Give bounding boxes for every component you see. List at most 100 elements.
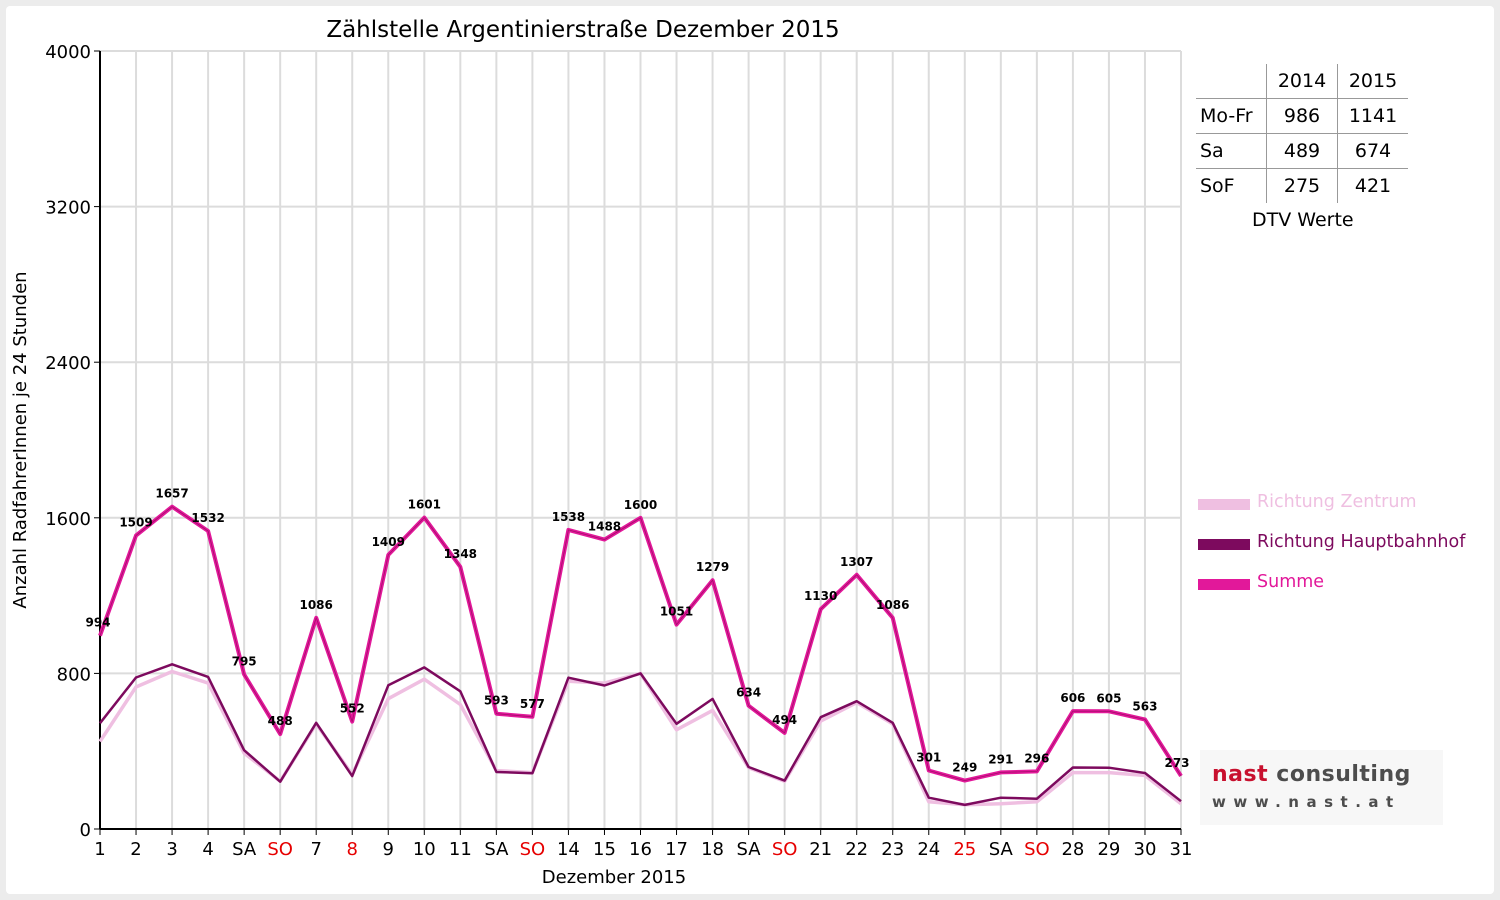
dtv-row-label: Sa (1196, 133, 1267, 169)
x-tick-label: 2 (130, 839, 141, 860)
dtv-row-sof: SoF 275 421 (1196, 168, 1408, 203)
x-axis: 1 2 3 4 SA SO 7 8 9 10 11 SA SO 14 15 16 17 18 SA SO 21 22 23 2… (94, 828, 1193, 860)
x-tick-label: SA (484, 839, 509, 860)
dtv-row-label: SoF (1196, 168, 1267, 203)
series-line-richtung-hauptbahnhof (99, 663, 1182, 807)
data-label: 1538 (552, 510, 585, 524)
data-label: 1086 (876, 598, 909, 612)
company-logo: nast consulting www.nast.at (1200, 750, 1443, 825)
x-tick-label: 24 (917, 839, 940, 860)
x-tick-label: 22 (845, 839, 868, 860)
data-label: 1130 (804, 589, 837, 603)
x-tick-label: 28 (1061, 839, 1084, 860)
data-label: 488 (268, 714, 293, 728)
logo-part2: consulting (1276, 762, 1411, 787)
dtv-cell: 275 (1266, 168, 1338, 203)
y-tick-label: 1600 (45, 509, 91, 530)
data-label: 1279 (696, 560, 729, 574)
series-line-summe-core (99, 506, 1182, 781)
x-tick-label: 16 (629, 839, 652, 860)
dtv-table: 2014 2015 Mo-Fr 986 1141 Sa 489 674 SoF … (1196, 64, 1408, 203)
data-label: 1086 (299, 598, 332, 612)
logo-wordmark: nast consulting (1212, 762, 1411, 787)
dtv-row-mofr: Mo-Fr 986 1141 (1196, 98, 1408, 134)
x-tick-label: SA (737, 839, 762, 860)
data-label: 296 (1024, 751, 1049, 765)
dtv-caption: DTV Werte (1252, 209, 1354, 231)
dtv-cell: 489 (1266, 133, 1338, 169)
x-tick-label: 8 (347, 839, 358, 860)
legend-swatch-hauptbahnhof (1198, 539, 1250, 550)
y-axis-label: Anzahl RadfahrerInnen je 24 Stunden (10, 271, 31, 608)
dtv-cell: 421 (1354, 175, 1392, 197)
data-label: 1601 (408, 498, 441, 512)
x-tick-label: 9 (383, 839, 394, 860)
y-tick-label: 0 (80, 820, 91, 841)
x-tick-label: 1 (94, 839, 105, 860)
data-label: 1657 (155, 487, 188, 501)
x-tick-label: 11 (449, 839, 472, 860)
data-label: 1509 (119, 515, 152, 529)
logo-url: www.nast.at (1212, 793, 1401, 811)
x-tick-label: SO (1024, 839, 1050, 860)
data-label: 1409 (372, 535, 405, 549)
x-tick-label: SA (989, 839, 1014, 860)
dtv-cell: 674 (1337, 133, 1408, 169)
x-tick-label: 18 (701, 839, 724, 860)
data-label: 563 (1132, 699, 1157, 713)
x-tick-label: 10 (413, 839, 436, 860)
data-label: 606 (1060, 691, 1085, 705)
data-label: 994 (85, 616, 110, 630)
dtv-row-label: Mo-Fr (1196, 98, 1267, 134)
x-tick-label: 30 (1134, 839, 1157, 860)
x-axis-label: Dezember 2015 (542, 867, 686, 888)
x-tick-label: SO (520, 839, 546, 860)
x-tick-label: 4 (202, 839, 213, 860)
x-tick-label: 17 (665, 839, 688, 860)
legend-label: Richtung Zentrum (1257, 492, 1417, 512)
x-tick-label: 31 (1170, 839, 1193, 860)
legend-swatch-zentrum (1198, 499, 1250, 510)
x-tick-label: SO (267, 839, 293, 860)
x-tick-label: 7 (310, 839, 321, 860)
data-label: 273 (1164, 756, 1189, 770)
x-tick-label: 29 (1097, 839, 1120, 860)
legend-label: Summe (1257, 572, 1325, 592)
data-label: 249 (952, 761, 977, 775)
x-tick-label: 25 (953, 839, 976, 860)
x-tick-label: 14 (557, 839, 580, 860)
x-tick-label: 3 (166, 839, 177, 860)
y-tick-label: 2400 (45, 353, 91, 374)
data-label: 494 (772, 713, 797, 727)
data-label: 1051 (660, 605, 693, 619)
logo-part1: nast (1212, 762, 1269, 787)
data-label: 795 (232, 654, 257, 668)
x-tick-label: SA (232, 839, 257, 860)
data-label: 291 (988, 752, 1013, 766)
y-tick-label: 4000 (45, 42, 91, 63)
data-label: 301 (916, 750, 941, 764)
series-lines (98, 504, 1183, 807)
data-label: 1307 (840, 555, 873, 569)
legend-label: Richtung Hauptbahnhof (1257, 532, 1466, 552)
x-tick-label: 23 (881, 839, 904, 860)
data-label: 634 (736, 686, 761, 700)
dtv-header-2015: 2015 (1337, 64, 1408, 99)
data-label: 552 (340, 702, 365, 716)
dtv-header-2014: 2014 (1266, 64, 1338, 99)
dtv-cell: 986 (1266, 98, 1338, 134)
dtv-row-sa: Sa 489 674 (1196, 133, 1408, 169)
dtv-cell: 1141 (1337, 98, 1408, 134)
x-tick-label: 21 (809, 839, 832, 860)
legend-swatch-summe (1198, 579, 1250, 590)
data-label: 577 (520, 697, 545, 711)
data-label: 1532 (191, 511, 224, 525)
y-tick-label: 3200 (45, 198, 91, 219)
grid-lines (100, 50, 1182, 829)
data-label: 605 (1096, 691, 1121, 705)
x-tick-label: 15 (593, 839, 616, 860)
data-label: 593 (484, 694, 509, 708)
x-tick-label: SO (772, 839, 798, 860)
